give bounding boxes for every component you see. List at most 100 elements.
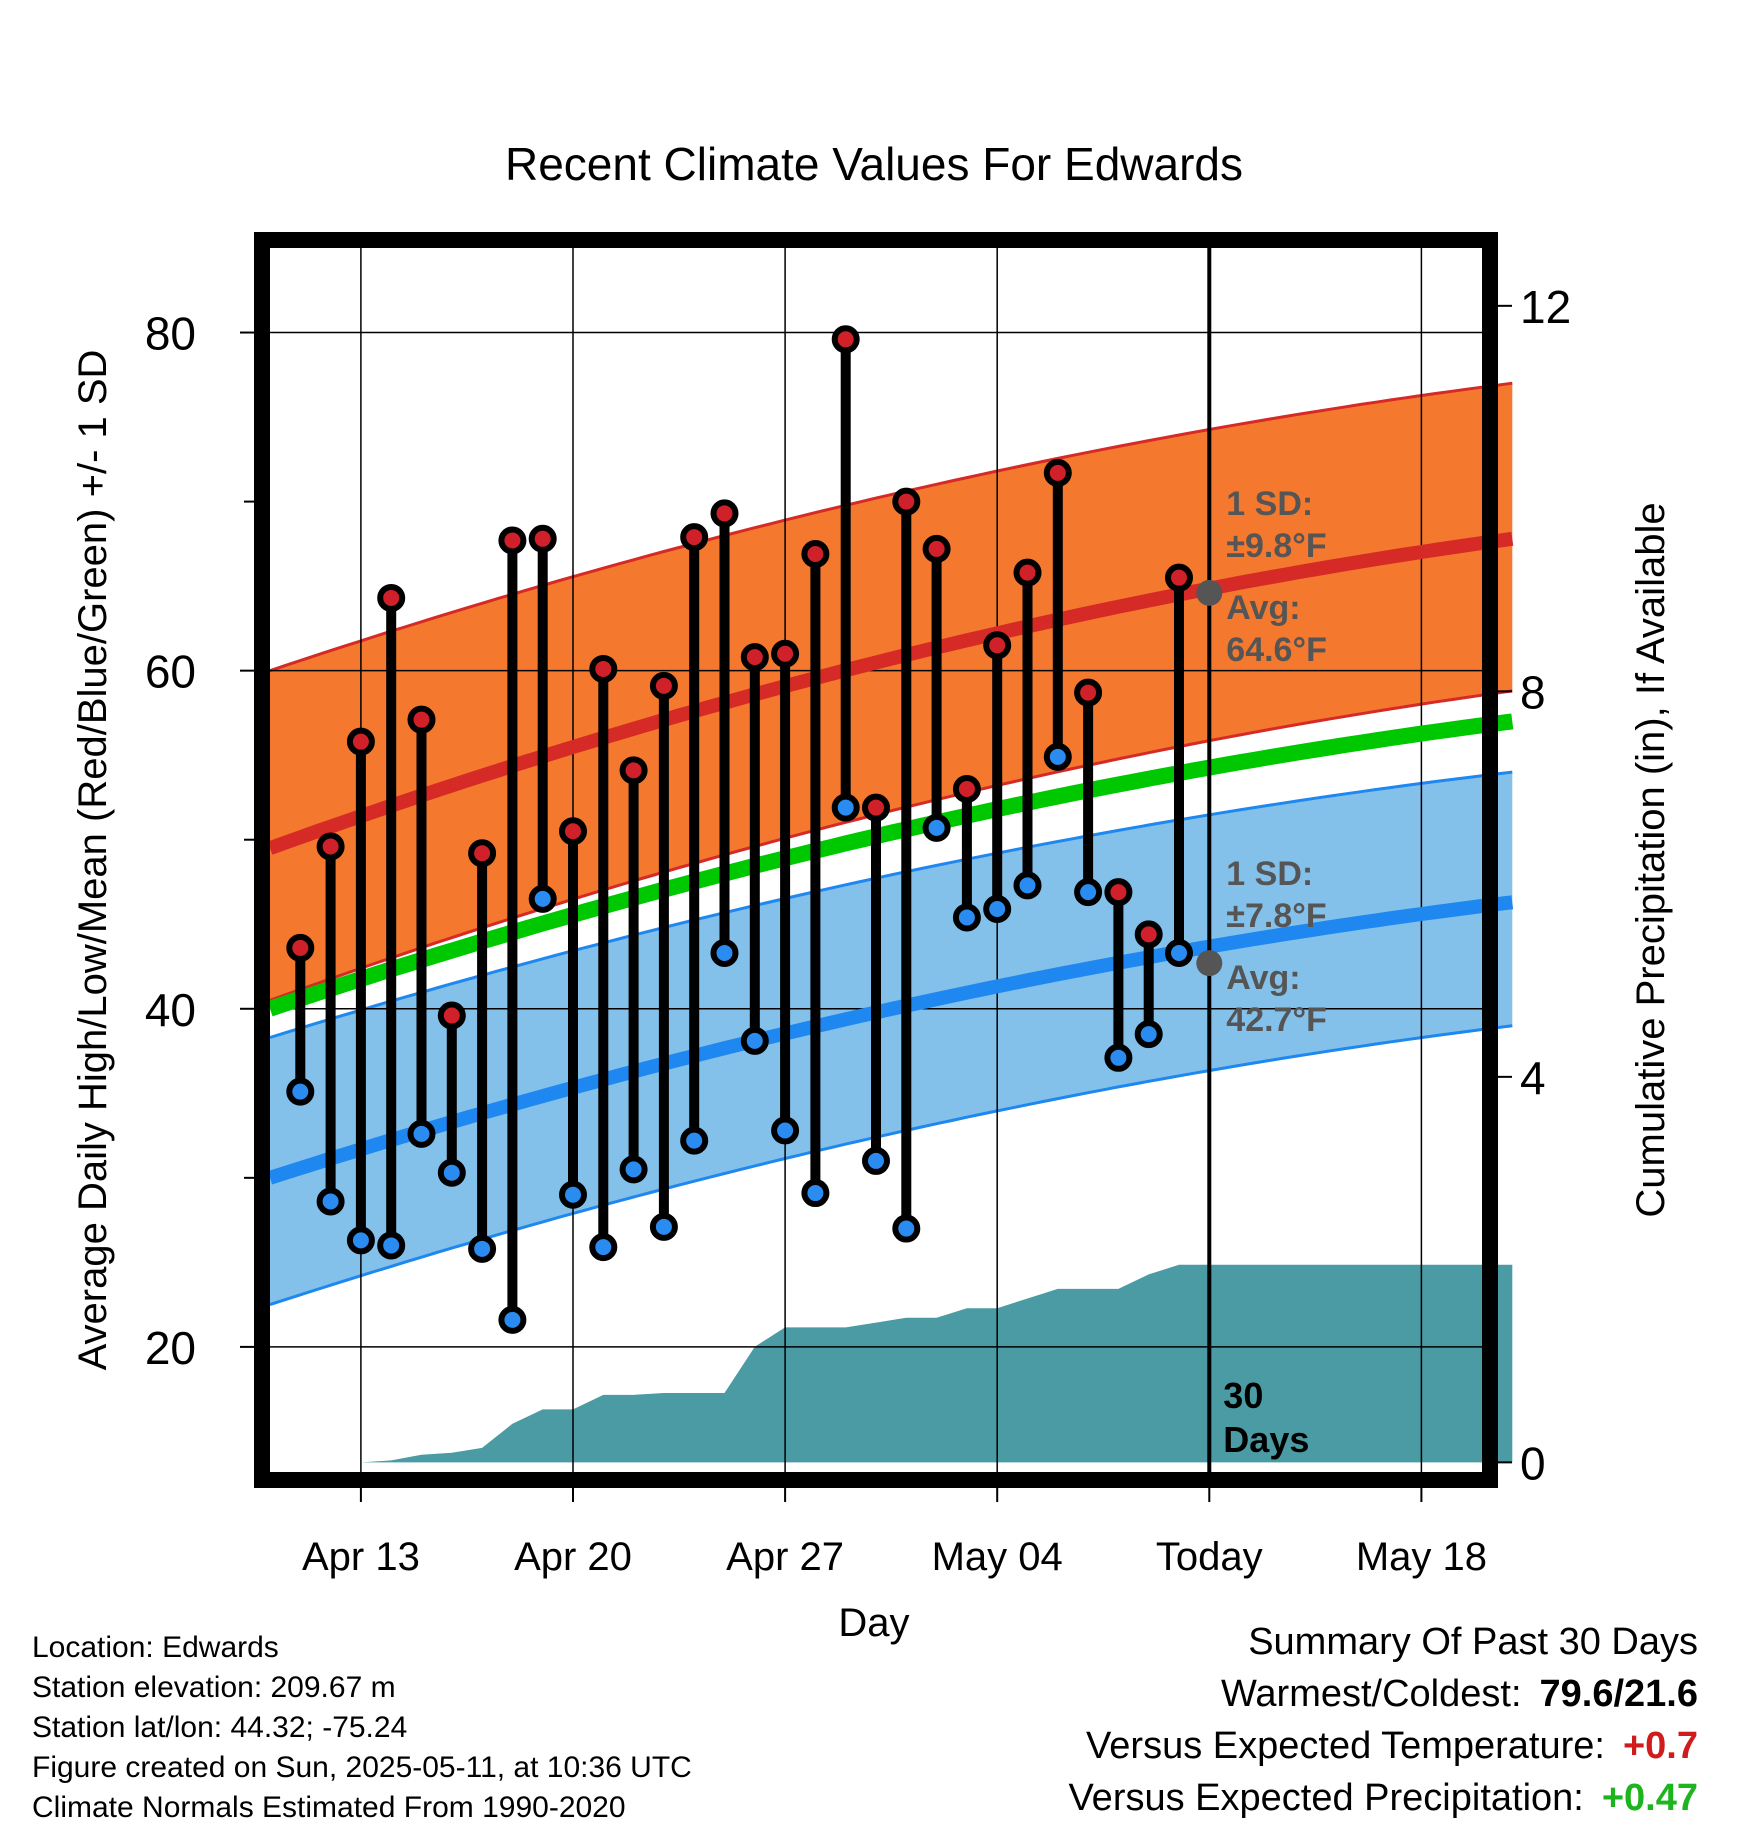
y-tick-label: 20 xyxy=(145,1322,196,1374)
high-point xyxy=(771,639,800,668)
band-edge-low-upper xyxy=(269,770,1513,1039)
high-point xyxy=(1043,458,1072,487)
low-point xyxy=(1165,938,1193,967)
high-point xyxy=(286,933,315,962)
y-tick-label: 60 xyxy=(145,646,196,698)
high-point xyxy=(407,705,436,734)
x-tick-label: May 18 xyxy=(1356,1535,1487,1579)
y2-tick-label: 8 xyxy=(1520,666,1546,718)
low-point xyxy=(316,1187,345,1216)
high-point xyxy=(1074,678,1103,707)
precip-label: Versus Expected Precipitation: xyxy=(1068,1777,1584,1819)
mean-normal-line xyxy=(267,713,1514,1017)
normal-lines xyxy=(267,248,1514,1472)
precip-value: +0.47 xyxy=(1601,1777,1698,1819)
low-point xyxy=(801,1179,830,1208)
x-tick-label: Apr 27 xyxy=(726,1535,844,1579)
today-high-avg-label: Avg: xyxy=(1226,589,1300,627)
low-point xyxy=(1104,1043,1133,1072)
normal-labels: 1 SD: ±9.8°F Avg: 64.6°F 1 SD: ±7.8°F Avg: 42.7… xyxy=(1196,485,1327,1460)
high-point xyxy=(437,1001,466,1030)
high-point xyxy=(1104,878,1133,907)
warm-cold-row: Warmest/Coldest: 79.6/21.6 xyxy=(1068,1668,1698,1720)
high-point xyxy=(1165,563,1193,592)
summary-title: Summary Of Past 30 Days xyxy=(1248,1621,1698,1663)
temp-value: +0.7 xyxy=(1622,1725,1698,1767)
high-point xyxy=(922,534,951,563)
band-edge-high-upper xyxy=(269,381,1513,673)
daily-marks xyxy=(286,325,1193,1334)
y2-tick-label: 0 xyxy=(1520,1437,1546,1489)
high-point xyxy=(862,793,890,822)
high-point xyxy=(983,631,1012,660)
plot-frame xyxy=(254,232,1498,1488)
elevation-text: Station elevation: 209.67 m xyxy=(32,1671,396,1704)
high-point xyxy=(528,524,557,553)
high-point xyxy=(649,671,678,700)
low-point xyxy=(892,1214,921,1243)
high-point xyxy=(589,654,618,683)
x-tick-label: Today xyxy=(1156,1535,1263,1579)
low-point xyxy=(407,1119,436,1148)
y-tick-label: 40 xyxy=(145,984,196,1036)
days-count-word: Days xyxy=(1223,1419,1309,1460)
station-info: Location: Edwards Station elevation: 209… xyxy=(32,1628,692,1828)
precip-cumulative-area xyxy=(270,1264,1513,1463)
low-point xyxy=(983,895,1012,924)
low-point xyxy=(740,1026,769,1055)
today-high-sd-label: 1 SD: xyxy=(1226,485,1313,523)
low-point xyxy=(680,1126,709,1155)
today-low-avg-dot xyxy=(1196,950,1223,977)
today-high-sd-value: ±9.8°F xyxy=(1226,527,1326,565)
high-point xyxy=(468,839,497,868)
chart-title: Recent Climate Values For Edwards xyxy=(505,138,1243,190)
days-count-number: 30 xyxy=(1223,1375,1263,1416)
x-tick-label: May 04 xyxy=(932,1535,1063,1579)
low-point xyxy=(528,884,557,913)
y-axis-label: Average Daily High/Low/Mean (Red/Blue/Gr… xyxy=(71,350,115,1371)
summary-panel: Summary Of Past 30 Days Warmest/Coldest:… xyxy=(1068,1616,1698,1824)
low-point xyxy=(1134,1020,1163,1049)
low-point xyxy=(468,1234,497,1263)
today-low-avg-value: 42.7°F xyxy=(1226,1001,1327,1039)
warm-cold-label: Warmest/Coldest: xyxy=(1220,1673,1522,1715)
latlon-text: Station lat/lon: 44.32; -75.24 xyxy=(32,1711,408,1744)
today-high-avg-value: 64.6°F xyxy=(1226,631,1327,669)
y2-tick-label: 4 xyxy=(1520,1052,1546,1104)
today-low-avg-label: Avg: xyxy=(1226,959,1300,997)
x-tick-label: Apr 13 xyxy=(302,1535,420,1579)
low-point xyxy=(649,1212,678,1241)
high-normal-line xyxy=(267,531,1514,855)
high-sd-band xyxy=(270,383,1513,1001)
low-point xyxy=(589,1233,618,1262)
low-point xyxy=(286,1077,315,1106)
high-point xyxy=(498,526,527,555)
high-point xyxy=(559,817,587,846)
low-normal-line xyxy=(267,895,1514,1185)
high-point xyxy=(1134,920,1163,949)
low-point xyxy=(619,1155,648,1184)
high-point xyxy=(619,756,648,785)
axes: 20 40 60 80 0 4 8 12 Apr 13 Apr 20 Apr 27 May 04 Tod… xyxy=(71,232,1673,1645)
high-point xyxy=(831,325,860,354)
low-point xyxy=(952,903,981,932)
precip-row: Versus Expected Precipitation: +0.47 xyxy=(1068,1772,1698,1824)
low-point xyxy=(437,1158,466,1187)
high-point xyxy=(1013,558,1042,587)
low-point xyxy=(346,1226,375,1255)
low-point xyxy=(710,938,739,967)
low-point xyxy=(771,1116,800,1145)
high-point xyxy=(710,499,739,528)
high-point xyxy=(801,540,830,568)
today-high-avg-dot xyxy=(1196,579,1223,606)
low-point xyxy=(1013,871,1042,900)
location-text: Location: Edwards xyxy=(32,1631,279,1664)
low-point xyxy=(862,1146,890,1175)
band-edge-high-lower xyxy=(269,689,1513,1002)
warm-cold-value: 79.6/21.6 xyxy=(1539,1673,1698,1715)
y2-axis-label: Cumulative Precipitation (in), If Availa… xyxy=(1629,502,1673,1217)
y-tick-label: 80 xyxy=(145,308,196,360)
precip-area xyxy=(270,1264,1513,1463)
low-point xyxy=(1074,878,1103,907)
